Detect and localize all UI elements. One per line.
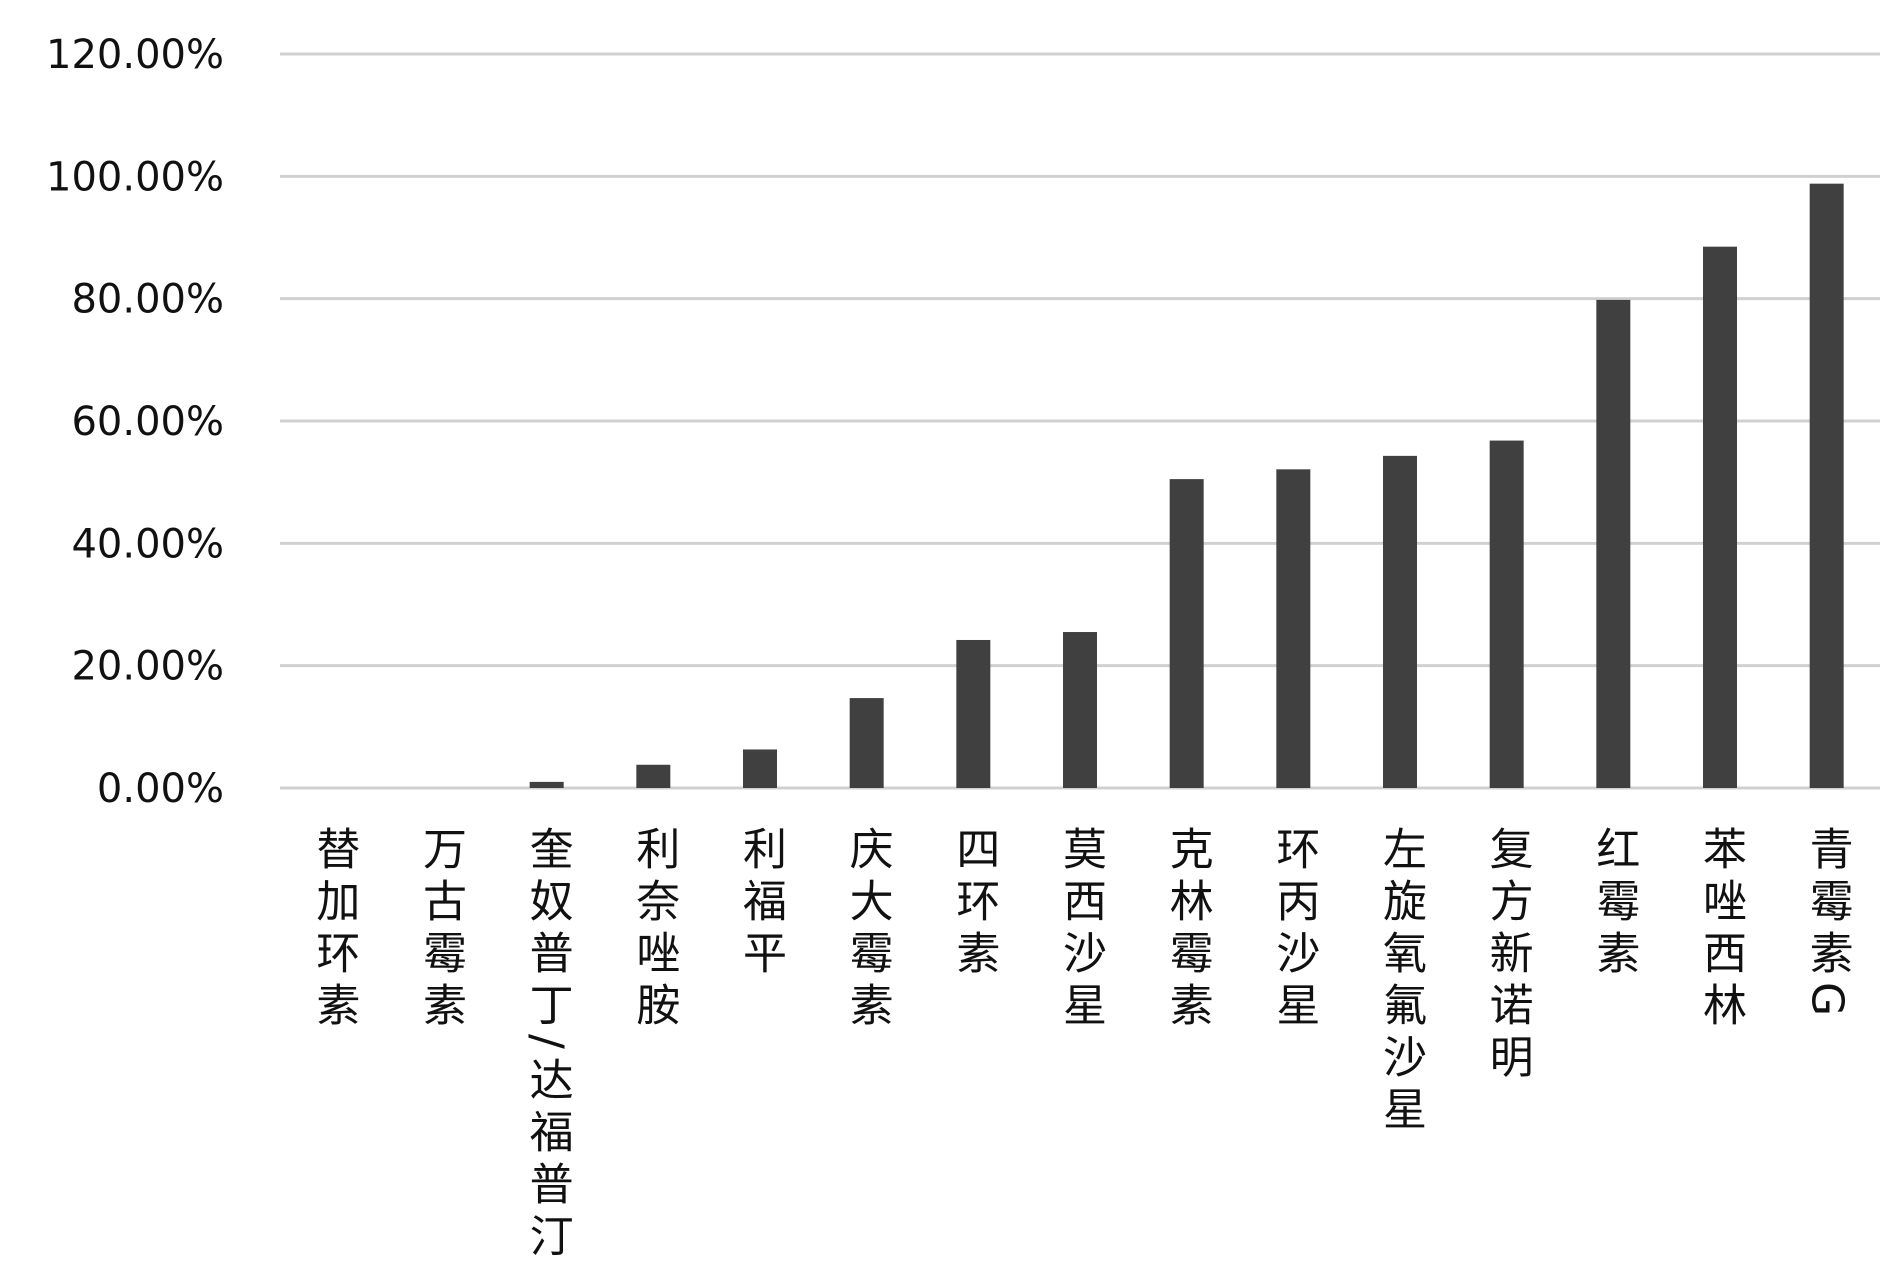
- bar: [1063, 632, 1097, 788]
- bar: [1383, 455, 1417, 788]
- bar: [529, 781, 564, 788]
- bar: [849, 698, 884, 788]
- x-tick-label: 左旋氧氟沙星: [1375, 826, 1426, 1138]
- y-tick-label: 120.00%: [46, 32, 224, 78]
- x-tick-label: 复方新诺明: [1481, 826, 1533, 1086]
- x-tick-label: 莫西沙星: [1055, 826, 1106, 1034]
- y-tick-label: 0.00%: [97, 766, 224, 812]
- y-tick-label: 100.00%: [46, 154, 224, 200]
- x-tick-label: 利奈唑胺: [628, 826, 680, 1034]
- bar: [1276, 469, 1311, 788]
- x-tick-label: 利福平: [735, 826, 786, 982]
- bar: [743, 749, 777, 788]
- bar: [1703, 246, 1737, 789]
- x-tick-label: 四环素: [948, 826, 1000, 982]
- bar: [1596, 299, 1631, 788]
- x-tick-label: 环丙沙星: [1268, 826, 1320, 1034]
- x-tick-label: 苯唑西林: [1695, 826, 1746, 1034]
- x-tick-label: 青霉素G: [1801, 826, 1853, 1025]
- bar: [956, 639, 991, 788]
- y-tick-label: 40.00%: [71, 521, 224, 567]
- x-tick-label: 奎奴普丁/达福普汀: [521, 826, 573, 1265]
- y-tick-label: 20.00%: [71, 644, 224, 690]
- x-tick-label: 庆大霉素: [841, 826, 893, 1034]
- y-tick-label: 80.00%: [71, 277, 224, 323]
- bar: [1809, 183, 1844, 788]
- x-tick-label: 红霉素: [1588, 826, 1640, 982]
- x-tick-label: 万古霉素: [415, 826, 466, 1034]
- x-tick-label: 替加环素: [308, 826, 360, 1034]
- bar: [1489, 440, 1524, 788]
- x-tick-label: 克林霉素: [1161, 826, 1213, 1034]
- bar: [636, 764, 671, 788]
- bar: [1169, 479, 1204, 788]
- y-tick-label: 60.00%: [71, 399, 224, 445]
